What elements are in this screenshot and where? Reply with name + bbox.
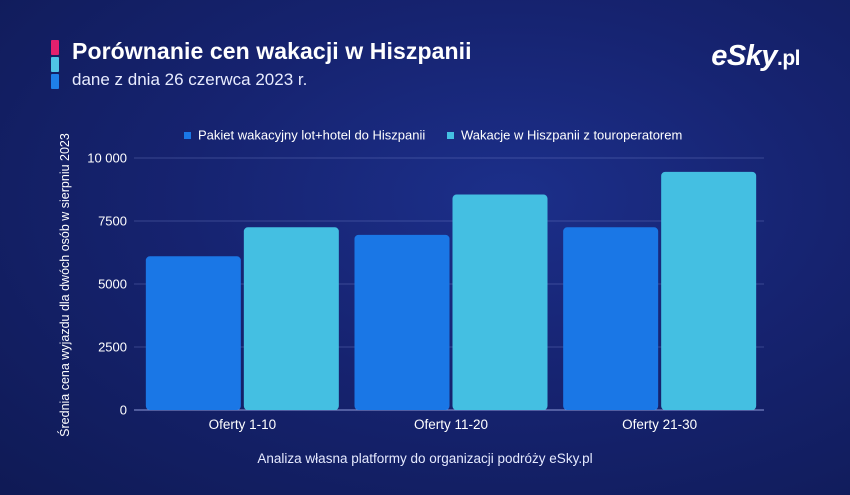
x-tick-label: Oferty 11-20 xyxy=(414,417,488,432)
header-accent-bars xyxy=(51,40,59,91)
logo-suffix: .pl xyxy=(777,47,801,70)
chart-subtitle: dane z dnia 26 czerwca 2023 r. xyxy=(72,70,308,89)
y-axis-label: Średnia cena wyjazdu dla dwóch osób w si… xyxy=(57,133,72,437)
y-tick-label: 5000 xyxy=(98,277,127,292)
legend-label: Wakacje w Hiszpanii z touroperatorem xyxy=(461,128,682,143)
source-note: Analiza własna platformy do organizacji … xyxy=(257,451,593,466)
y-tick-label: 0 xyxy=(120,403,127,418)
esky-logo: eSky.pl xyxy=(711,40,800,73)
y-tick-label: 10 000 xyxy=(87,151,127,166)
accent-bar-pink xyxy=(51,40,59,55)
accent-bar-cyan xyxy=(51,57,59,72)
bar-touroperator xyxy=(661,171,757,410)
bar-package xyxy=(354,234,450,410)
chart-title: Porównanie cen wakacji w Hiszpanii xyxy=(72,38,472,64)
bar-package xyxy=(145,256,241,410)
legend-swatch xyxy=(184,132,191,139)
x-tick-label: Oferty 21-30 xyxy=(622,417,697,432)
y-tick-label: 2500 xyxy=(98,340,127,355)
accent-bar-blue xyxy=(51,74,59,89)
bar-touroperator xyxy=(452,194,548,410)
logo-main: eSky xyxy=(711,40,777,72)
legend-label: Pakiet wakacyjny lot+hotel do Hiszpanii xyxy=(198,128,425,143)
bar-package xyxy=(563,227,659,410)
bar-touroperator xyxy=(243,227,339,410)
y-tick-label: 7500 xyxy=(98,214,127,229)
legend-swatch xyxy=(447,132,454,139)
x-tick-label: Oferty 1-10 xyxy=(209,417,277,432)
